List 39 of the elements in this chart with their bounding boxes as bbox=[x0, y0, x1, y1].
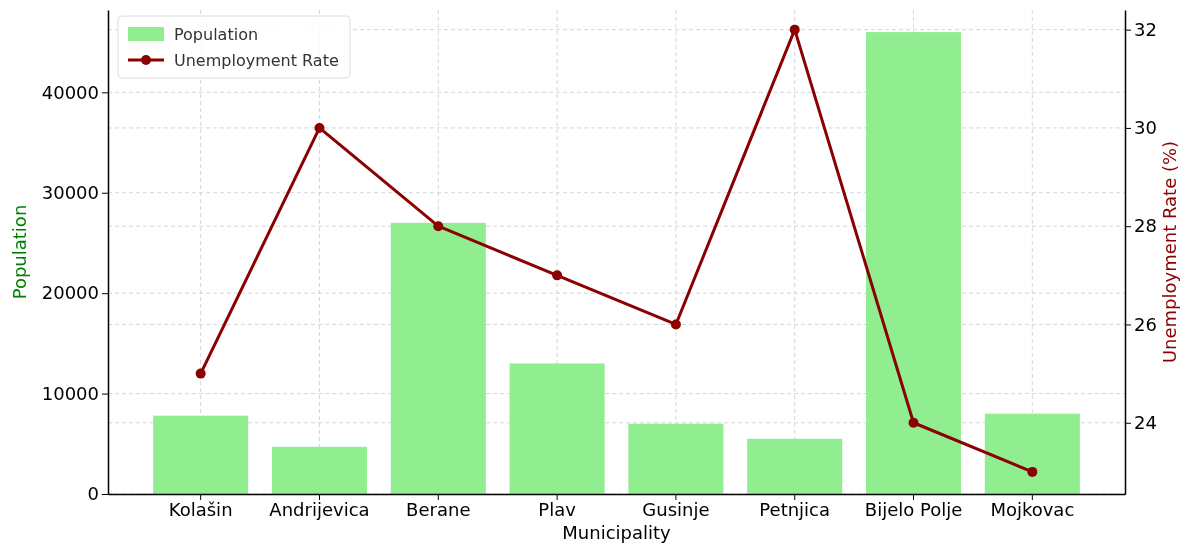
x-tick-label: Petnjica bbox=[759, 498, 831, 520]
bar bbox=[866, 32, 962, 494]
x-tick-label: Gusinje bbox=[642, 498, 710, 520]
y2-tick-label: 28 bbox=[1134, 215, 1157, 237]
x-axis-title: Municipality bbox=[562, 522, 672, 543]
bar bbox=[390, 222, 486, 494]
y-tick-label: 10000 bbox=[41, 382, 99, 404]
x-tick-label: Kolašin bbox=[168, 498, 233, 520]
point bbox=[433, 221, 444, 232]
y2-tick-label: 24 bbox=[1134, 412, 1157, 434]
point bbox=[314, 122, 325, 133]
bar bbox=[747, 438, 843, 494]
x-tick-label: Andrijevica bbox=[269, 498, 370, 520]
y-tick-label: 20000 bbox=[41, 282, 99, 304]
legend-label: Population bbox=[174, 25, 259, 44]
x-tick-label: Bijelo Polje bbox=[864, 498, 963, 520]
point bbox=[195, 368, 206, 379]
y-axis-title: Population bbox=[9, 204, 30, 300]
x-tick-label: Plav bbox=[538, 498, 577, 520]
point bbox=[1027, 466, 1038, 477]
y2-tick-label: 32 bbox=[1134, 18, 1157, 40]
bar bbox=[153, 415, 249, 494]
y2-tick-label: 26 bbox=[1134, 313, 1157, 335]
y-tick-label: 0 bbox=[87, 483, 99, 505]
x-tick-label: Berane bbox=[406, 498, 471, 520]
y-tick-label: 40000 bbox=[41, 81, 99, 103]
bar bbox=[509, 363, 605, 494]
y-tick-label: 30000 bbox=[41, 182, 99, 204]
bar bbox=[628, 423, 724, 494]
bar bbox=[271, 446, 367, 494]
legend-label: Unemployment Rate bbox=[174, 51, 339, 70]
point bbox=[552, 270, 563, 281]
point bbox=[789, 24, 800, 35]
bar bbox=[984, 413, 1080, 494]
y2-tick-label: 30 bbox=[1134, 117, 1157, 139]
point bbox=[670, 319, 681, 330]
x-tick-label: Mojkovac bbox=[990, 498, 1075, 520]
y2-axis-title: Unemployment Rate (%) bbox=[1159, 140, 1180, 364]
point bbox=[908, 417, 919, 428]
